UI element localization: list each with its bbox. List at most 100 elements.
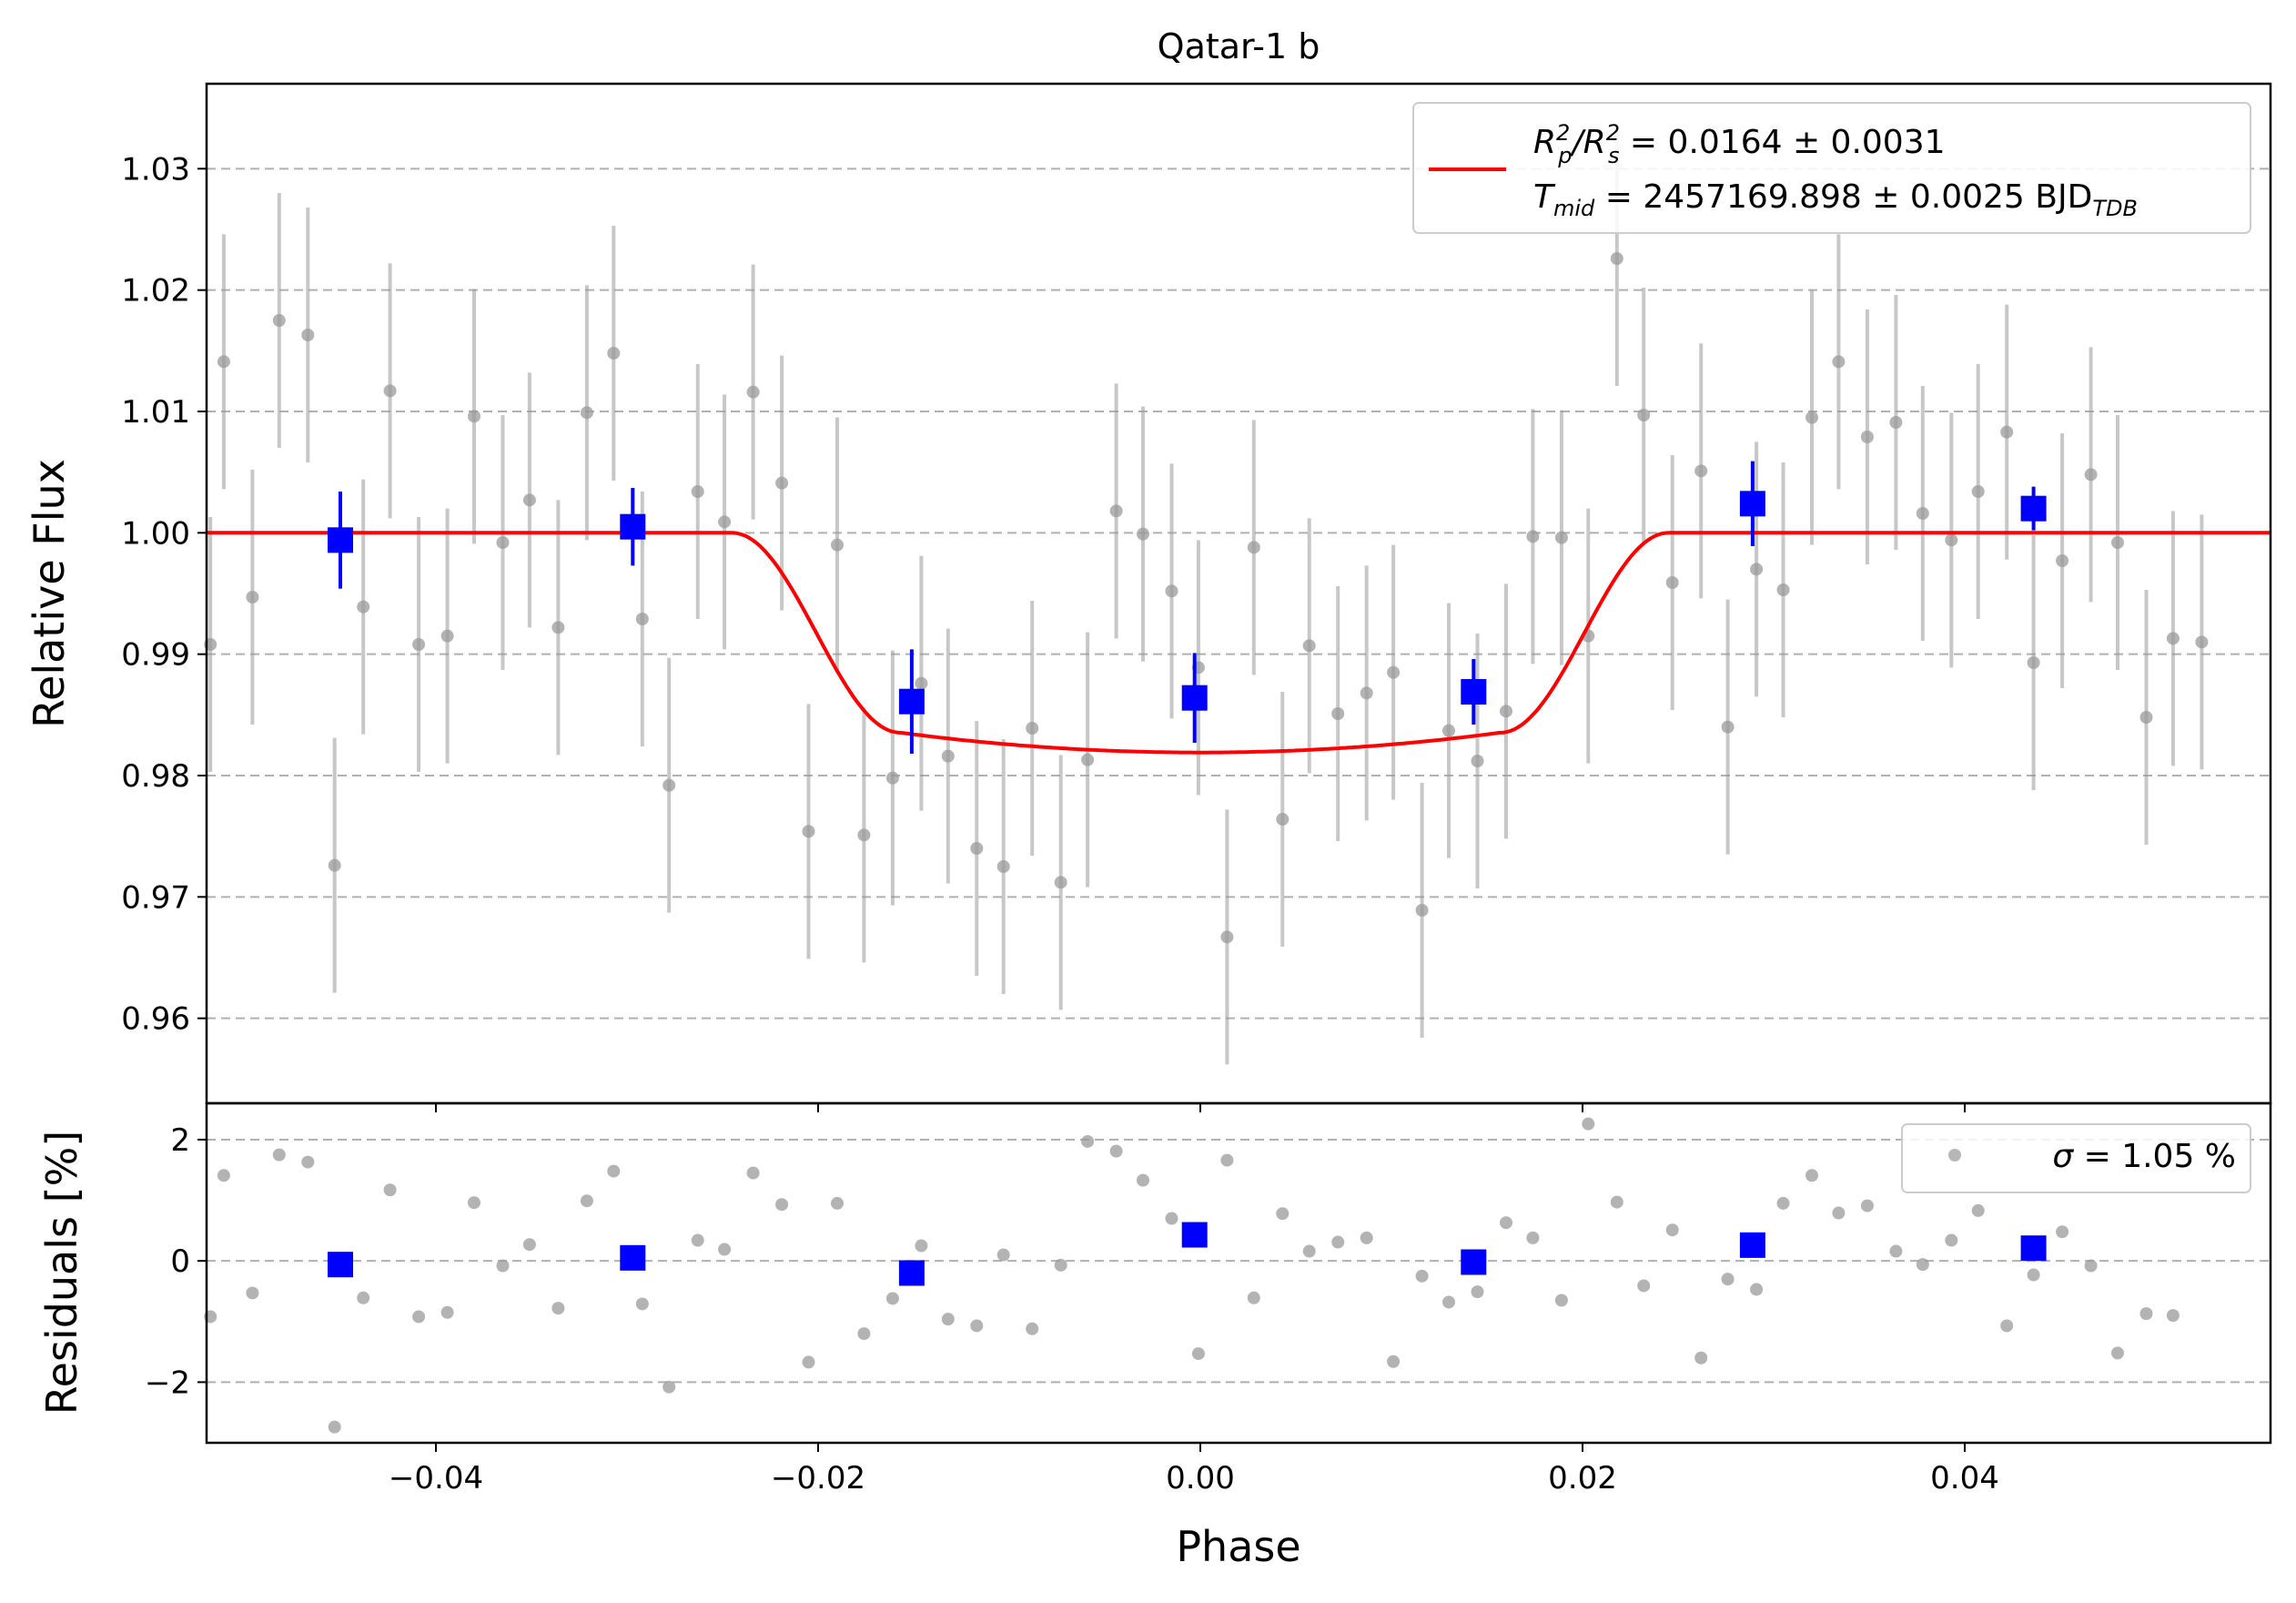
residual-data-point (357, 1291, 370, 1304)
residual-data-point (746, 1166, 760, 1180)
residual-data-point (775, 1198, 789, 1212)
binned-data-point (620, 513, 646, 540)
raw-data-point (607, 347, 621, 360)
raw-data-point (412, 638, 426, 651)
binned-residual-point (2020, 1235, 2047, 1262)
raw-data-point (941, 749, 955, 763)
residual-data-point (1109, 1144, 1123, 1158)
residual-data-point (996, 1248, 1010, 1262)
residual-data-point (1442, 1295, 1455, 1309)
residual-data-point (246, 1286, 259, 1300)
main-y-tick-label: 0.98 (121, 758, 190, 795)
residual-data-point (2111, 1346, 2124, 1360)
raw-data-point (1776, 583, 1790, 596)
binned-data-point (1461, 679, 1487, 705)
main-legend: R2 p/R2 s = 0.0164 ± 0.0031 Tmid = 2457169… (1412, 102, 2251, 234)
main-y-tick-label: 0.99 (121, 637, 190, 674)
raw-data-point (272, 314, 286, 327)
raw-data-point (1945, 533, 1958, 547)
residual-data-point (1945, 1233, 1958, 1247)
residuals-y-axis-label: Residuals [%] (37, 1131, 86, 1415)
raw-data-point (746, 385, 760, 399)
residual-data-point (1554, 1294, 1568, 1307)
raw-data-point (1471, 755, 1484, 767)
raw-data-point (1276, 813, 1290, 826)
residual-data-point (635, 1297, 649, 1311)
raw-data-point (1220, 930, 1234, 944)
residual-data-point (1776, 1196, 1790, 1210)
residual-data-point (691, 1233, 704, 1247)
residual-data-point (915, 1239, 928, 1253)
main-y-tick-label: 1.03 (121, 151, 190, 188)
residual-data-point (1220, 1153, 1234, 1167)
residual-data-point (2139, 1307, 2153, 1321)
residual-data-point (1500, 1216, 1512, 1230)
raw-data-point (663, 778, 676, 792)
residual-data-point (718, 1243, 732, 1256)
raw-data-point (915, 676, 928, 690)
raw-data-point (802, 825, 815, 838)
binned-data-point (2020, 495, 2047, 522)
x-tick-label: 0.02 (1548, 1460, 1617, 1496)
main-y-tick-label: 1.02 (121, 273, 190, 309)
residual-data-point (970, 1319, 984, 1333)
residuals-legend-marker (1948, 1149, 1961, 1162)
binned-residual-point (1461, 1249, 1487, 1275)
residuals-panel: −2 0 2 −0.04 −0.02 0.00 0.02 0.04 Residuals [%… (37, 1101, 2272, 1571)
residual-data-point (2000, 1319, 2014, 1333)
residual-data-point (1665, 1223, 1679, 1237)
raw-data-point (468, 410, 480, 423)
residual-data-point (1360, 1231, 1373, 1244)
main-grid (207, 167, 2271, 1020)
binned-residual-point (620, 1244, 646, 1271)
x-tick-label: −0.04 (389, 1460, 483, 1496)
legend-radius-ratio: R2 p/R2 s = 0.0164 ± 0.0031 (1533, 120, 1946, 168)
residual-data-point (2056, 1225, 2069, 1239)
residual-data-point (1889, 1244, 1903, 1258)
residual-data-point (1137, 1173, 1149, 1187)
residuals-legend: σ = 1.05 % (1901, 1123, 2251, 1193)
raw-data-point (996, 860, 1010, 873)
raw-data-point (1387, 665, 1401, 679)
residual-data-point (1637, 1279, 1651, 1293)
residuals-axes-frame (205, 1101, 2272, 1445)
residual-data-point (522, 1238, 536, 1252)
residual-data-point (857, 1327, 871, 1341)
binned-data-point (1739, 491, 1765, 517)
residual-data-point (1610, 1195, 1623, 1209)
residual-data-point (1247, 1291, 1260, 1304)
residual-data-point (941, 1313, 955, 1326)
raw-data-point (246, 591, 259, 604)
raw-data-point (718, 515, 732, 529)
binned-residual-point (328, 1252, 353, 1278)
raw-data-point (1442, 724, 1455, 737)
residual-data-point (1081, 1134, 1095, 1148)
raw-data-point (580, 406, 593, 420)
raw-data-point (1721, 720, 1735, 734)
residual-data-point (1165, 1212, 1178, 1225)
raw-data-point (2027, 656, 2040, 669)
raw-data-point (551, 621, 565, 634)
raw-data-point (2084, 468, 2098, 482)
legend-mid-time: Tmid = 2457169.898 ± 0.0025 BJDTDB (1533, 178, 2138, 221)
main-panel: 0.96 0.97 0.98 0.99 1.00 1.01 1.02 1.03 Qatar-1… (25, 26, 2272, 1105)
raw-data-point (1360, 686, 1373, 700)
raw-data-point (1331, 707, 1345, 720)
residual-data-point (1721, 1273, 1735, 1286)
binned-residual-point (1181, 1222, 1208, 1248)
raw-data-point (1805, 411, 1818, 424)
main-y-tick-label: 0.96 (121, 1001, 190, 1038)
binned-residual-point (1739, 1232, 1765, 1258)
binned-data-point (898, 688, 925, 715)
residual-data-point (551, 1302, 565, 1315)
raw-data-point (383, 384, 397, 398)
raw-data-point (440, 629, 454, 643)
chart-title: Qatar-1 b (1158, 26, 1320, 66)
main-y-tick-label: 1.01 (121, 394, 190, 431)
residual-data-point (607, 1164, 621, 1178)
raw-data-point (1750, 563, 1764, 576)
raw-data-point (1665, 576, 1679, 589)
main-y-axis-label: Relative Flux (25, 459, 74, 728)
raw-data-point (2111, 536, 2124, 549)
binned-data-point (1181, 685, 1208, 711)
